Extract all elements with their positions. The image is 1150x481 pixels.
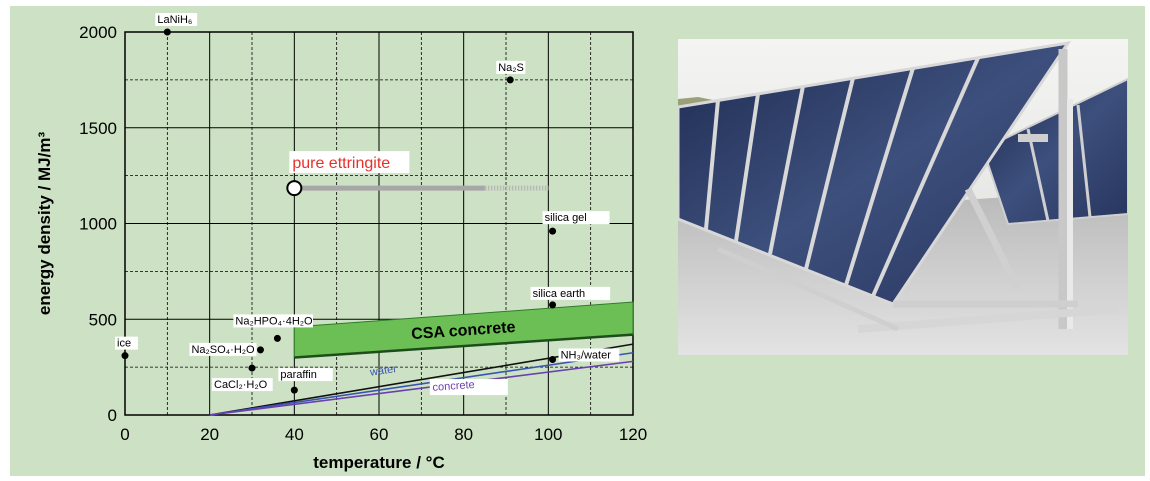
x-tick-label: 40	[285, 425, 304, 444]
data-point	[121, 352, 129, 360]
data-point-label-box	[542, 211, 610, 225]
y-tick-label: 1500	[79, 119, 117, 138]
data-point	[506, 76, 514, 84]
data-point-label: CaCl₂·H₂O	[214, 379, 268, 391]
energy-density-chart: 0 20 40 60 80 100 120 0 500 1000 1500 2000 water con…	[35, 13, 647, 472]
y-tick-label: 0	[108, 406, 117, 425]
solar-collector-photo	[678, 39, 1128, 355]
data-point	[248, 364, 256, 372]
ettringite-label-box	[289, 151, 410, 174]
data-point-label-box	[115, 336, 138, 350]
x-tick-label: 120	[619, 425, 647, 444]
data-point-label: LaNiH₆	[157, 14, 192, 26]
x-tick-label: 60	[370, 425, 389, 444]
plot-area: 0 20 40 60 80 100 120 0 500 1000 1500 2000	[79, 23, 647, 444]
data-point	[290, 386, 298, 394]
trend-line	[209, 360, 634, 416]
data-point-label-box	[155, 13, 198, 26]
y-axis-label: energy density / MJ/m³	[35, 132, 54, 316]
data-point	[273, 334, 281, 342]
ettringite-label: pure ettringite	[292, 155, 390, 172]
data-point-label-box	[530, 286, 611, 300]
data-point-label: NH₃/water	[561, 349, 612, 361]
data-point-label-box	[189, 342, 257, 356]
water-line-label: water	[368, 363, 398, 379]
data-point	[549, 301, 557, 309]
x-tick-label: 80	[454, 425, 473, 444]
ettringite-point	[286, 180, 303, 197]
y-tick-label: 1000	[79, 215, 117, 234]
trend-line	[209, 351, 634, 416]
data-point-label-box	[212, 378, 273, 392]
data-point-label-box	[496, 60, 526, 74]
x-tick-label: 100	[534, 425, 562, 444]
data-point	[549, 355, 557, 363]
data-point-label-box	[233, 314, 313, 328]
data-point	[549, 227, 557, 235]
data-point-label: silica gel	[545, 212, 587, 224]
data-point	[163, 28, 171, 36]
data-point-label: Na₂HPO₄·4H₂O	[235, 315, 313, 327]
concrete-line-label: concrete	[432, 379, 475, 394]
figure-panel: 0 20 40 60 80 100 120 0 500 1000 1500 2000 water con…	[10, 6, 1145, 476]
y-tick-label: 500	[89, 310, 117, 329]
x-tick-label: 20	[200, 425, 219, 444]
data-point-label: silica earth	[533, 288, 586, 300]
concrete-label-box	[429, 379, 508, 396]
data-point-label: ice	[117, 338, 131, 350]
data-point-label: Na₂SO₄·H₂O	[191, 344, 255, 356]
data-point-label-box	[558, 348, 620, 362]
x-tick-label: 0	[120, 425, 129, 444]
data-point-label: Na₂S	[498, 62, 524, 74]
data-point-label: paraffin	[280, 369, 317, 381]
data-point	[256, 346, 264, 354]
data-point-label-box	[278, 368, 333, 382]
plot-frame	[124, 31, 634, 416]
y-tick-label: 2000	[79, 23, 117, 42]
x-axis-label: temperature / °C	[313, 453, 445, 472]
csa-band-edge	[294, 333, 634, 359]
